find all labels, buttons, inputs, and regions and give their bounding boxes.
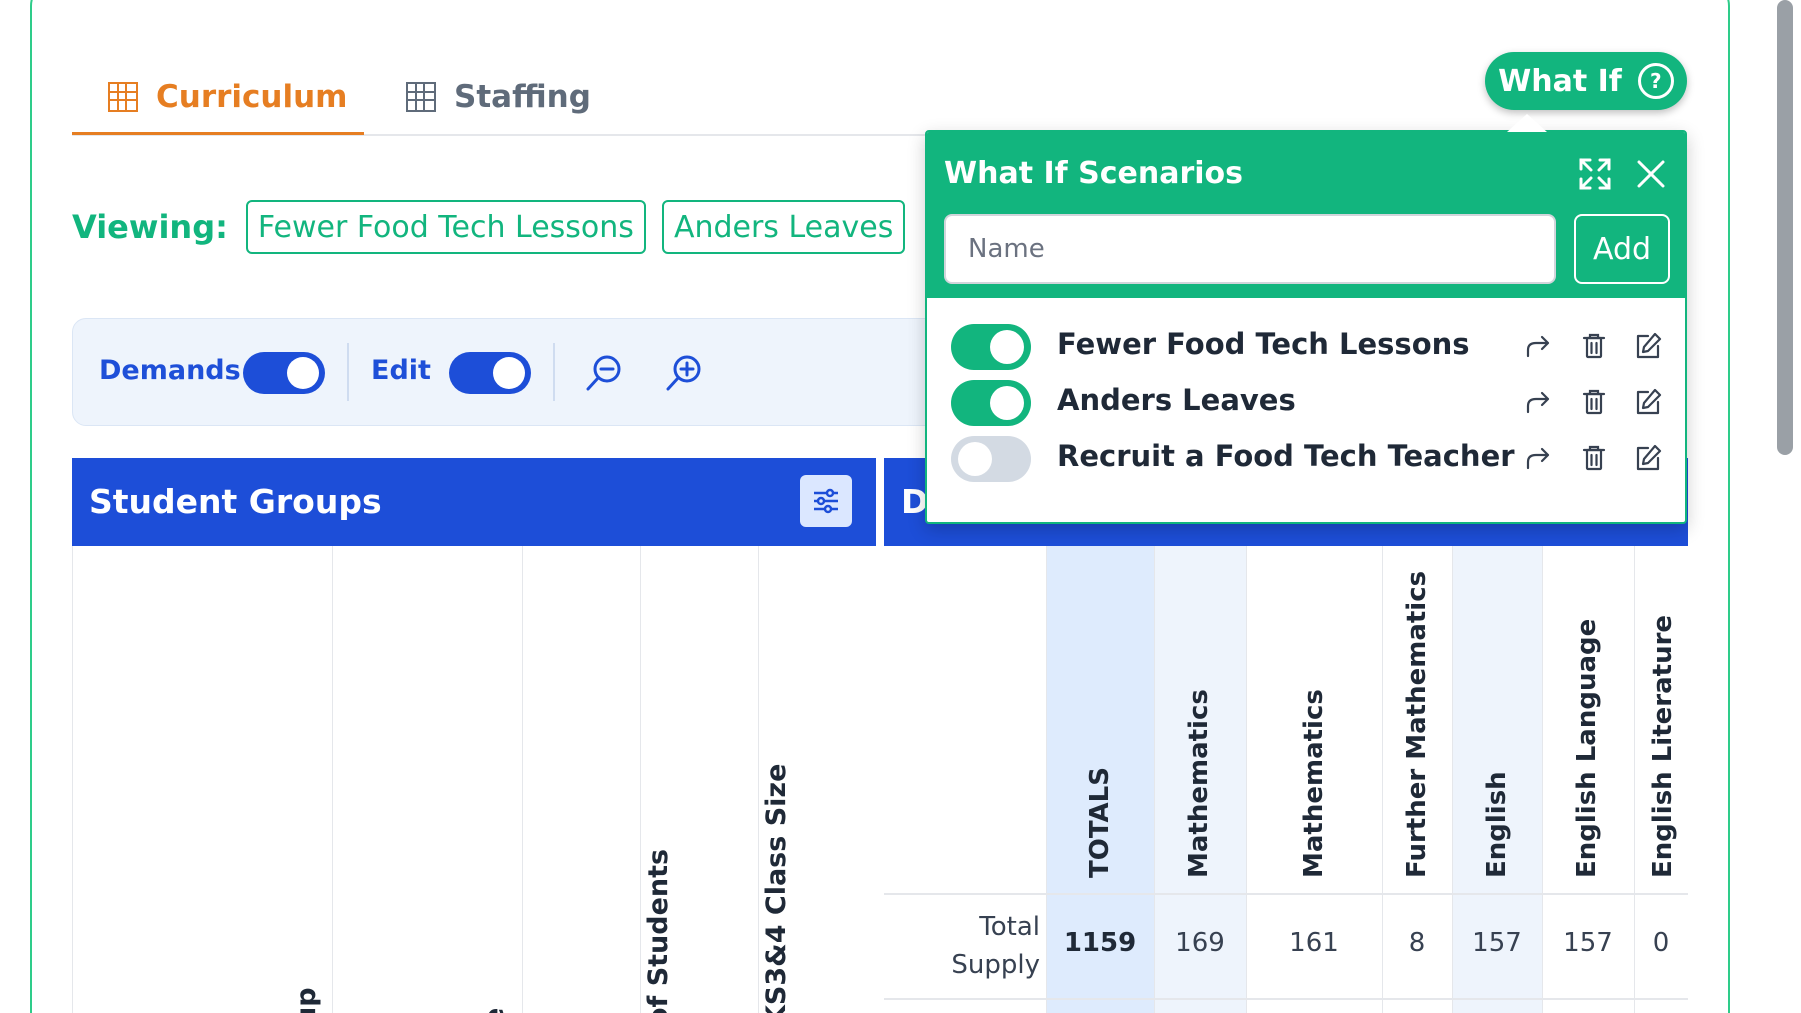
row-divider (884, 893, 1688, 895)
column (1246, 546, 1382, 1013)
scrollbar-thumb[interactable] (1777, 0, 1793, 455)
student-groups-table: up e of Students KS3&4 Class Size (72, 546, 876, 1013)
column-header: Mathematics (1184, 689, 1214, 878)
viewing-chip[interactable]: Fewer Food Tech Lessons (245, 200, 646, 254)
viewing-bar: Viewing: Fewer Food Tech Lessons Anders … (72, 200, 906, 254)
share-icon[interactable] (1523, 331, 1553, 361)
popup-title: What If Scenarios (944, 156, 1244, 191)
edit-icon[interactable] (1633, 387, 1663, 417)
grid-icon (108, 82, 138, 112)
scenario-item: Anders Leaves (927, 373, 1685, 433)
column-header: TOTALS (1085, 767, 1115, 878)
demands-label: Demands (99, 355, 241, 386)
scenario-toggle[interactable] (951, 324, 1031, 370)
demands-title: D (901, 482, 929, 521)
add-scenario-button[interactable]: Add (1574, 214, 1670, 284)
table-cell: 157 (1563, 928, 1613, 958)
active-tab-indicator (72, 132, 364, 135)
divider (347, 343, 349, 401)
edit-icon[interactable] (1633, 331, 1663, 361)
column-header: English (1482, 771, 1512, 878)
edit-toggle[interactable] (449, 352, 531, 394)
divider (553, 343, 555, 401)
help-icon: ? (1637, 63, 1674, 99)
tab-label: Curriculum (156, 79, 348, 115)
demands-toggle[interactable] (243, 352, 325, 394)
zoom-in-icon[interactable] (665, 353, 705, 393)
popup-caret (1507, 114, 1547, 132)
scenario-toggle[interactable] (951, 380, 1031, 426)
viewing-chip[interactable]: Anders Leaves (661, 200, 906, 254)
edit-label: Edit (371, 355, 431, 386)
student-groups-header: Student Groups (72, 458, 876, 546)
column (523, 546, 641, 1013)
edit-icon[interactable] (1633, 443, 1663, 473)
column (1154, 546, 1246, 1013)
column (641, 546, 759, 1013)
column-header: of Students (643, 848, 674, 1013)
scenario-name: Fewer Food Tech Lessons (1057, 327, 1470, 361)
table-cell: 8 (1408, 928, 1426, 958)
what-if-button[interactable]: What If ? (1485, 52, 1687, 110)
tab-curriculum[interactable]: Curriculum (108, 60, 347, 134)
row-divider (884, 998, 1688, 1000)
table-cell: 157 (1472, 928, 1522, 958)
table-cell: 161 (1289, 928, 1339, 958)
demands-table: TOTALS Mathematics Mathematics Further M… (884, 546, 1688, 1013)
trash-icon[interactable] (1579, 443, 1609, 473)
column-totals (1046, 546, 1154, 1013)
sliders-icon (814, 488, 838, 514)
cell-totals: 1159 (1063, 928, 1137, 958)
column (1452, 546, 1542, 1013)
trash-icon[interactable] (1579, 387, 1609, 417)
what-if-label: What If (1498, 63, 1622, 99)
zoom-out-icon[interactable] (585, 353, 625, 393)
close-icon[interactable] (1633, 156, 1669, 192)
column (1634, 546, 1688, 1013)
column (73, 546, 333, 1013)
row-label-total-supply: Total Supply (951, 912, 1040, 980)
viewing-label: Viewing: (72, 208, 228, 246)
scenario-name-input[interactable] (944, 214, 1556, 284)
tab-staffing[interactable]: Staffing (406, 60, 591, 134)
column-header: Mathematics (1299, 689, 1329, 878)
scenario-name: Recruit a Food Tech Teacher (1057, 439, 1515, 473)
column (1382, 546, 1452, 1013)
table-cell: 169 (1175, 928, 1225, 958)
tab-bar: Curriculum Staffing (72, 50, 932, 136)
column-header: Further Mathematics (1402, 570, 1432, 878)
share-icon[interactable] (1523, 443, 1553, 473)
column-header: English Literature (1648, 614, 1678, 878)
scenario-item: Fewer Food Tech Lessons (927, 317, 1685, 377)
scenario-name: Anders Leaves (1057, 383, 1296, 417)
share-icon[interactable] (1523, 387, 1553, 417)
column-header: up (291, 987, 322, 1013)
table-cell: 0 (1652, 928, 1670, 958)
grid-icon (406, 82, 436, 112)
tab-label: Staffing (454, 79, 591, 115)
what-if-popup: What If Scenarios Add Fewer Food Tech Le… (925, 130, 1687, 524)
trash-icon[interactable] (1579, 331, 1609, 361)
popup-header: What If Scenarios Add (927, 132, 1685, 298)
scenario-item: Recruit a Food Tech Teacher (927, 429, 1685, 489)
column (333, 546, 523, 1013)
filter-button[interactable] (800, 475, 852, 527)
column-header: KS3&4 Class Size (761, 763, 792, 1013)
student-groups-title: Student Groups (89, 482, 382, 521)
scenario-toggle[interactable] (951, 436, 1031, 482)
expand-icon[interactable] (1577, 156, 1613, 192)
column-header: e (479, 1008, 510, 1013)
column (1542, 546, 1634, 1013)
column-header: English Language (1572, 618, 1602, 878)
